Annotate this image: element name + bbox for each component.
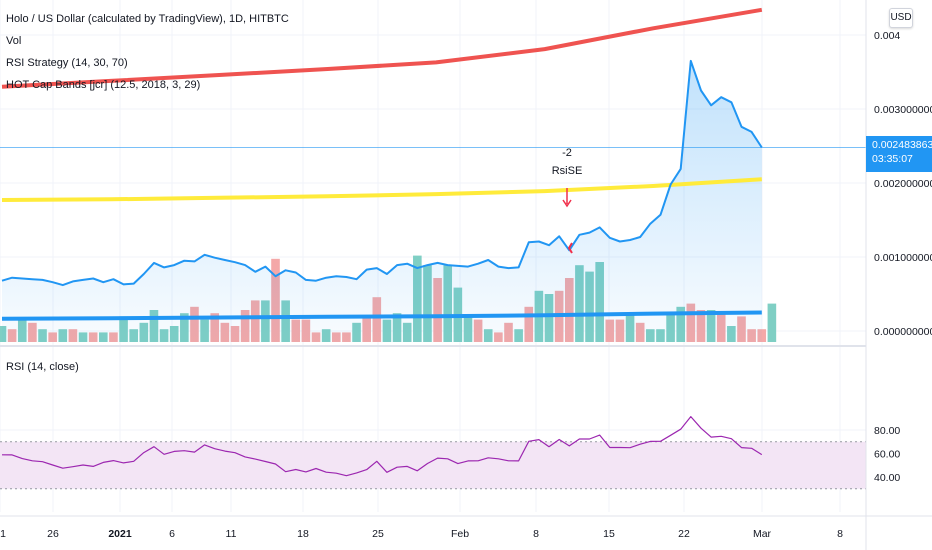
price-tick-label: 0.00300000000: [874, 104, 932, 116]
rsi-tick-label: 60.00: [874, 449, 900, 461]
lower-band-line: [1, 310, 762, 321]
time-tick-label: Feb: [451, 528, 469, 540]
rsi-band-fill: [0, 441, 866, 489]
time-tick-label: 6: [169, 528, 175, 540]
time-tick-label: 8: [533, 528, 539, 540]
price-axis[interactable]: 0.00000000000 0.00100000000 0.00200000000 0…: [874, 30, 932, 338]
rsi-strategy-label[interactable]: RSI Strategy (14, 30, 70): [6, 57, 128, 69]
chart-title: Holo / US Dollar (calculated by TradingV…: [6, 13, 289, 25]
vol-indicator-label[interactable]: Vol: [6, 35, 22, 47]
middle-band-line: [1, 177, 762, 202]
time-tick-label: 18: [297, 528, 309, 540]
rsi-axis[interactable]: 40.00 60.00 80.00: [874, 425, 900, 484]
time-tick-label: Mar: [753, 528, 772, 540]
rsi-line: [1, 416, 763, 477]
upper-band-line: [1, 7, 763, 89]
last-price-badge: 0.00248386338 03:35:07: [866, 136, 932, 172]
signal-count: -2: [562, 147, 572, 159]
rsi-tick-label: 40.00: [874, 472, 900, 484]
time-tick-label: 8: [837, 528, 843, 540]
price-tick-label: 0.004: [874, 30, 900, 42]
price-tick-label: 0.00000000000: [874, 326, 932, 338]
rsi-tick-label: 80.00: [874, 425, 900, 437]
time-tick-label: 1: [0, 528, 6, 540]
signal-label: RsiSE: [552, 165, 583, 177]
bar-countdown: 03:35:07: [872, 153, 913, 165]
time-tick-label: 2021: [108, 528, 132, 540]
last-price-value: 0.00248386338: [872, 139, 932, 151]
rsi-indicator-label[interactable]: RSI (14, close): [6, 361, 79, 373]
price-pane[interactable]: [0, 7, 866, 343]
time-tick-label: 22: [678, 528, 690, 540]
time-tick-label: 26: [47, 528, 59, 540]
time-tick-label: 15: [603, 528, 615, 540]
time-axis[interactable]: 1 26 2021 6 11 18 25 Feb 8 15 22 Mar 8: [0, 528, 843, 540]
signal-marker-icon: [567, 242, 573, 254]
price-area-fill: [2, 60, 762, 343]
price-tick-label: 0.00200000000: [874, 178, 932, 190]
price-line: [1, 59, 763, 287]
signal-arrow-icon: [562, 188, 572, 208]
volume-bar: [767, 303, 777, 342]
time-tick-label: 11: [226, 528, 237, 540]
rsi-strategy-signal: -2 RsiSE: [552, 147, 583, 254]
time-tick-label: 25: [372, 528, 384, 540]
currency-button[interactable]: USD: [889, 8, 913, 28]
rsi-pane[interactable]: [0, 416, 866, 490]
cap-bands-label[interactable]: HOT Cap Bands [jcr] (12.5, 2018, 3, 29): [6, 79, 201, 91]
price-tick-label: 0.00100000000: [874, 252, 932, 264]
